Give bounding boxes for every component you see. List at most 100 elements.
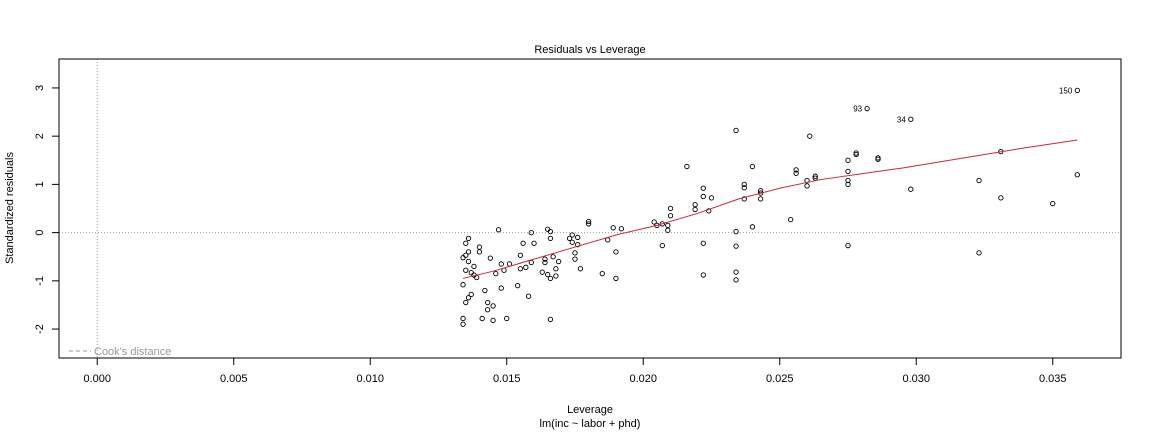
data-point <box>741 196 747 202</box>
data-point <box>700 185 706 191</box>
x-axis-subtitle: lm(inc ~ labor + phd) <box>540 418 641 430</box>
data-point <box>471 263 477 270</box>
data-point <box>465 235 472 242</box>
data-point <box>845 168 851 175</box>
data-point <box>845 157 851 163</box>
data-point <box>460 282 466 288</box>
y-axis: -2 -1 0 1 2 3 <box>34 85 60 334</box>
data-point <box>575 242 581 248</box>
data-point <box>708 195 715 201</box>
data-point <box>1050 201 1056 207</box>
y-tick-label: 2 <box>34 133 46 139</box>
x-tick-label: 0.020 <box>629 373 657 385</box>
data-point <box>613 249 619 255</box>
data-point <box>651 219 657 225</box>
smoother-layer <box>462 139 1078 279</box>
legend: Cook's distance <box>69 346 171 358</box>
data-point <box>793 170 799 176</box>
data-point <box>569 239 575 245</box>
point-label: 150 <box>1059 86 1073 95</box>
data-point <box>749 224 756 230</box>
data-point <box>484 299 491 306</box>
y-tick-label: 3 <box>34 85 46 91</box>
y-tick-label: -1 <box>34 276 46 286</box>
data-point <box>482 287 488 294</box>
data-point <box>545 271 551 278</box>
data-point <box>599 270 605 277</box>
data-point <box>804 183 810 189</box>
data-point <box>498 285 504 291</box>
data-point <box>864 106 870 112</box>
data-point <box>845 242 851 249</box>
data-point <box>585 218 592 225</box>
data-point <box>665 227 671 233</box>
data-point <box>613 275 619 282</box>
data-point <box>733 277 739 283</box>
data-point <box>495 227 502 233</box>
data-point <box>875 155 881 161</box>
data-point <box>700 240 706 246</box>
data-point <box>531 240 537 246</box>
data-point <box>1074 87 1080 93</box>
data-point <box>498 261 504 267</box>
point-label: 93 <box>853 105 862 114</box>
data-point <box>463 252 469 258</box>
x-axis: 0.000 0.005 0.010 0.015 0.020 0.025 0.030 0.035 <box>83 357 1067 385</box>
data-point <box>976 250 982 256</box>
data-point <box>547 235 554 242</box>
data-point <box>667 213 674 219</box>
data-point <box>741 185 747 191</box>
data-point <box>539 269 545 275</box>
data-point <box>733 127 739 134</box>
data-point <box>476 244 483 250</box>
data-point <box>528 259 534 266</box>
data-point <box>575 234 581 241</box>
y-tick-label: 1 <box>34 181 46 187</box>
chart-title: Residuals vs Leverage <box>534 44 645 56</box>
point-labels: 150 93 34 <box>853 86 1073 124</box>
data-point <box>733 228 739 235</box>
data-point <box>553 273 559 279</box>
data-point <box>547 275 554 282</box>
data-point <box>553 266 559 272</box>
plot-frame <box>58 58 1122 359</box>
data-point <box>547 316 554 323</box>
data-point <box>733 269 739 275</box>
data-point <box>517 252 524 258</box>
x-tick-label: 0.000 <box>83 373 111 385</box>
data-point <box>490 317 496 324</box>
data-point <box>545 226 551 232</box>
x-tick-label: 0.005 <box>220 373 248 385</box>
data-point <box>547 228 554 235</box>
data-point <box>998 195 1004 201</box>
data-point <box>465 295 472 301</box>
data-point <box>465 249 472 255</box>
data-point <box>667 205 674 212</box>
data-point <box>908 116 914 122</box>
data-point <box>517 266 524 272</box>
data-point <box>460 255 466 261</box>
data-point <box>572 256 578 262</box>
data-point <box>460 315 466 322</box>
data-point <box>566 235 573 242</box>
data-point <box>465 258 472 265</box>
x-tick-label: 0.010 <box>356 373 384 385</box>
data-point <box>460 321 466 327</box>
data-point <box>468 291 474 297</box>
data-point <box>525 293 532 299</box>
data-point <box>618 226 625 232</box>
data-point <box>585 221 592 227</box>
data-point <box>659 242 665 249</box>
data-point <box>706 208 712 214</box>
data-point <box>665 222 671 229</box>
data-point <box>493 270 499 277</box>
x-tick-label: 0.015 <box>493 373 521 385</box>
y-axis-title: Standardized residuals <box>4 152 16 264</box>
data-point <box>528 229 534 236</box>
data-point <box>692 206 698 213</box>
data-point <box>487 255 494 261</box>
data-point <box>550 254 556 260</box>
data-point <box>479 315 485 322</box>
data-point <box>523 264 529 270</box>
smoother-line <box>462 139 1078 279</box>
